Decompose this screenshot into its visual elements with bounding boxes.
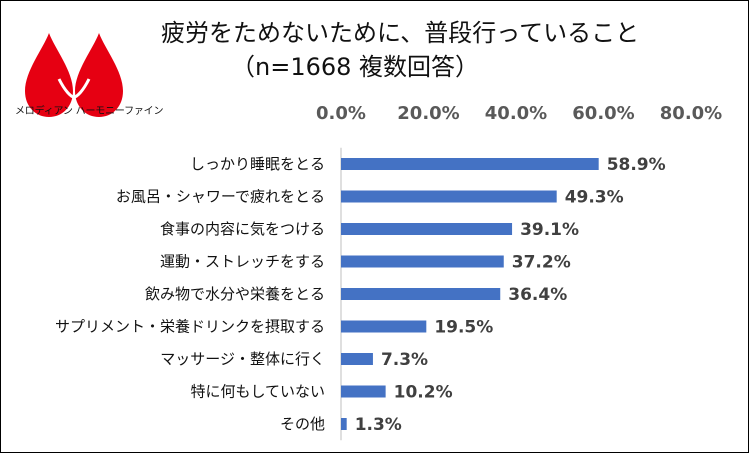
category-label: マッサージ・整体に行く	[160, 350, 325, 368]
category-label: その他	[280, 415, 325, 433]
data-label: 49.3%	[565, 188, 624, 208]
bar	[341, 353, 373, 365]
brand-logo-text: メロディアン ハーモニーファイン	[15, 106, 164, 117]
bar	[341, 418, 347, 430]
bar	[341, 223, 513, 235]
x-tick-label: 20.0%	[397, 103, 459, 124]
x-tick-label: 60.0%	[572, 103, 634, 124]
data-label: 19.5%	[434, 318, 493, 338]
chart-title: 疲労をためないために、普段行っていること	[161, 19, 640, 47]
bar	[341, 288, 501, 300]
category-label: お風呂・シャワーで疲れをとる	[116, 188, 325, 206]
data-label: 36.4%	[508, 285, 567, 305]
brand-logo-icon	[25, 33, 123, 117]
bar	[341, 385, 386, 398]
category-label: しっかり睡眠をとる	[190, 155, 325, 173]
x-tick-label: 40.0%	[485, 103, 547, 124]
bar	[341, 158, 599, 170]
data-label: 1.3%	[355, 415, 402, 435]
category-label: 飲み物で水分や栄養をとる	[145, 285, 325, 303]
bar	[341, 190, 557, 203]
x-tick-label: 0.0%	[316, 103, 366, 124]
data-label: 7.3%	[381, 350, 428, 370]
category-label: サプリメント・栄養ドリンクを摂取する	[55, 318, 325, 336]
data-label: 10.2%	[394, 383, 453, 403]
data-label: 39.1%	[520, 220, 579, 240]
data-label: 37.2%	[512, 253, 571, 273]
bar	[341, 320, 427, 333]
chart-subtitle: （n=1668 複数回答）	[231, 53, 480, 81]
data-label: 58.9%	[607, 155, 666, 175]
bar	[341, 255, 504, 268]
category-label: 特に何もしていない	[190, 383, 325, 401]
category-label: 食事の内容に気をつける	[160, 220, 325, 238]
category-label: 運動・ストレッチをする	[160, 253, 325, 271]
x-tick-label: 80.0%	[660, 103, 722, 124]
